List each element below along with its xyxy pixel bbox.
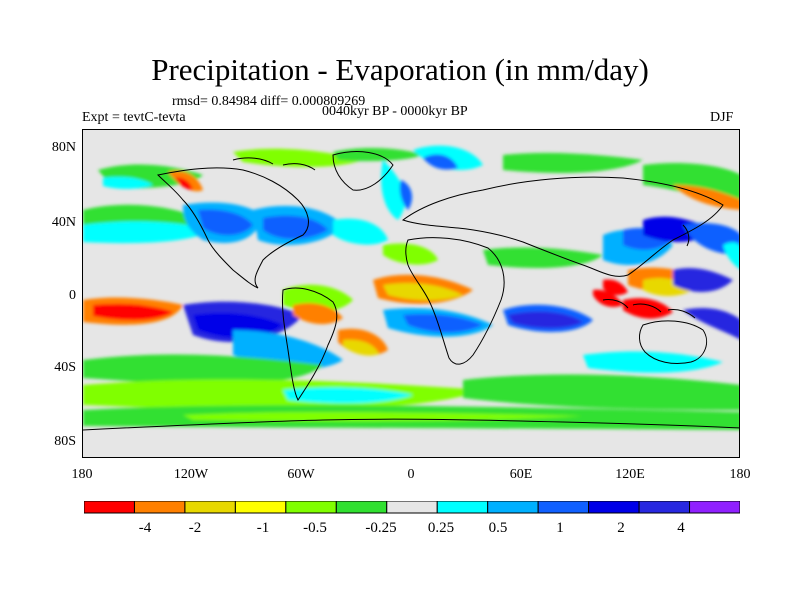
colorbar-cell bbox=[487, 501, 539, 514]
colorbar-cell bbox=[184, 501, 236, 514]
colorbar-label: 1 bbox=[556, 520, 564, 536]
period-label: 0040kyr BP - 0000kyr BP bbox=[322, 104, 468, 119]
colorbar-cell bbox=[436, 501, 489, 514]
lat-label-80n: 80N bbox=[51, 140, 76, 155]
colorbar-cell bbox=[335, 501, 388, 514]
lat-label-80s: 80S bbox=[54, 434, 76, 449]
colorbar-label: 0.5 bbox=[488, 520, 508, 536]
colorbar-label: -0.25 bbox=[365, 520, 397, 536]
lon-label-180w: 180 bbox=[71, 467, 93, 482]
stats-line: rmsd= 0.84984 diff= 0.000809269 bbox=[172, 94, 366, 109]
lon-label-60e: 60E bbox=[509, 467, 533, 482]
map-title: Precipitation - Evaporation (in mm/day) bbox=[151, 52, 649, 87]
experiment-label: Expt = tevtC-tevta bbox=[82, 110, 186, 125]
colorbar-label: 0.25 bbox=[427, 520, 455, 536]
lon-label-120e: 120E bbox=[615, 467, 645, 482]
colorbar-cell bbox=[234, 501, 287, 514]
lon-label-120w: 120W bbox=[173, 467, 209, 482]
colorbar-label: -2 bbox=[188, 520, 202, 536]
colorbar-cell bbox=[133, 501, 186, 514]
colorbar-cell bbox=[537, 501, 590, 514]
coastline-outlines bbox=[83, 151, 739, 431]
lon-label-0: 0 bbox=[407, 467, 415, 482]
lat-label-40n: 40N bbox=[51, 215, 76, 230]
colorbar-cell bbox=[386, 501, 438, 514]
map-plot-area bbox=[82, 129, 740, 458]
season-label: DJF bbox=[710, 110, 734, 125]
colorbar-label: 2 bbox=[617, 520, 625, 536]
precip-anomaly-patches bbox=[83, 145, 739, 430]
map-field bbox=[83, 130, 739, 457]
colorbar-cell bbox=[285, 501, 337, 514]
lat-label-40s: 40S bbox=[54, 360, 76, 375]
colorbar-label: -0.5 bbox=[303, 520, 327, 536]
colorbar-cell bbox=[638, 501, 691, 514]
colorbar-cell bbox=[588, 501, 640, 514]
colorbar-label: 4 bbox=[677, 520, 685, 536]
colorbar-cell bbox=[689, 501, 740, 514]
colorbar bbox=[84, 501, 740, 514]
lon-label-60w: 60W bbox=[287, 467, 315, 482]
colorbar-cell bbox=[84, 501, 135, 514]
colorbar-label: -1 bbox=[256, 520, 270, 536]
colorbar-label: -4 bbox=[138, 520, 152, 536]
lat-label-0: 0 bbox=[69, 288, 76, 303]
lon-label-180e: 180 bbox=[729, 467, 751, 482]
